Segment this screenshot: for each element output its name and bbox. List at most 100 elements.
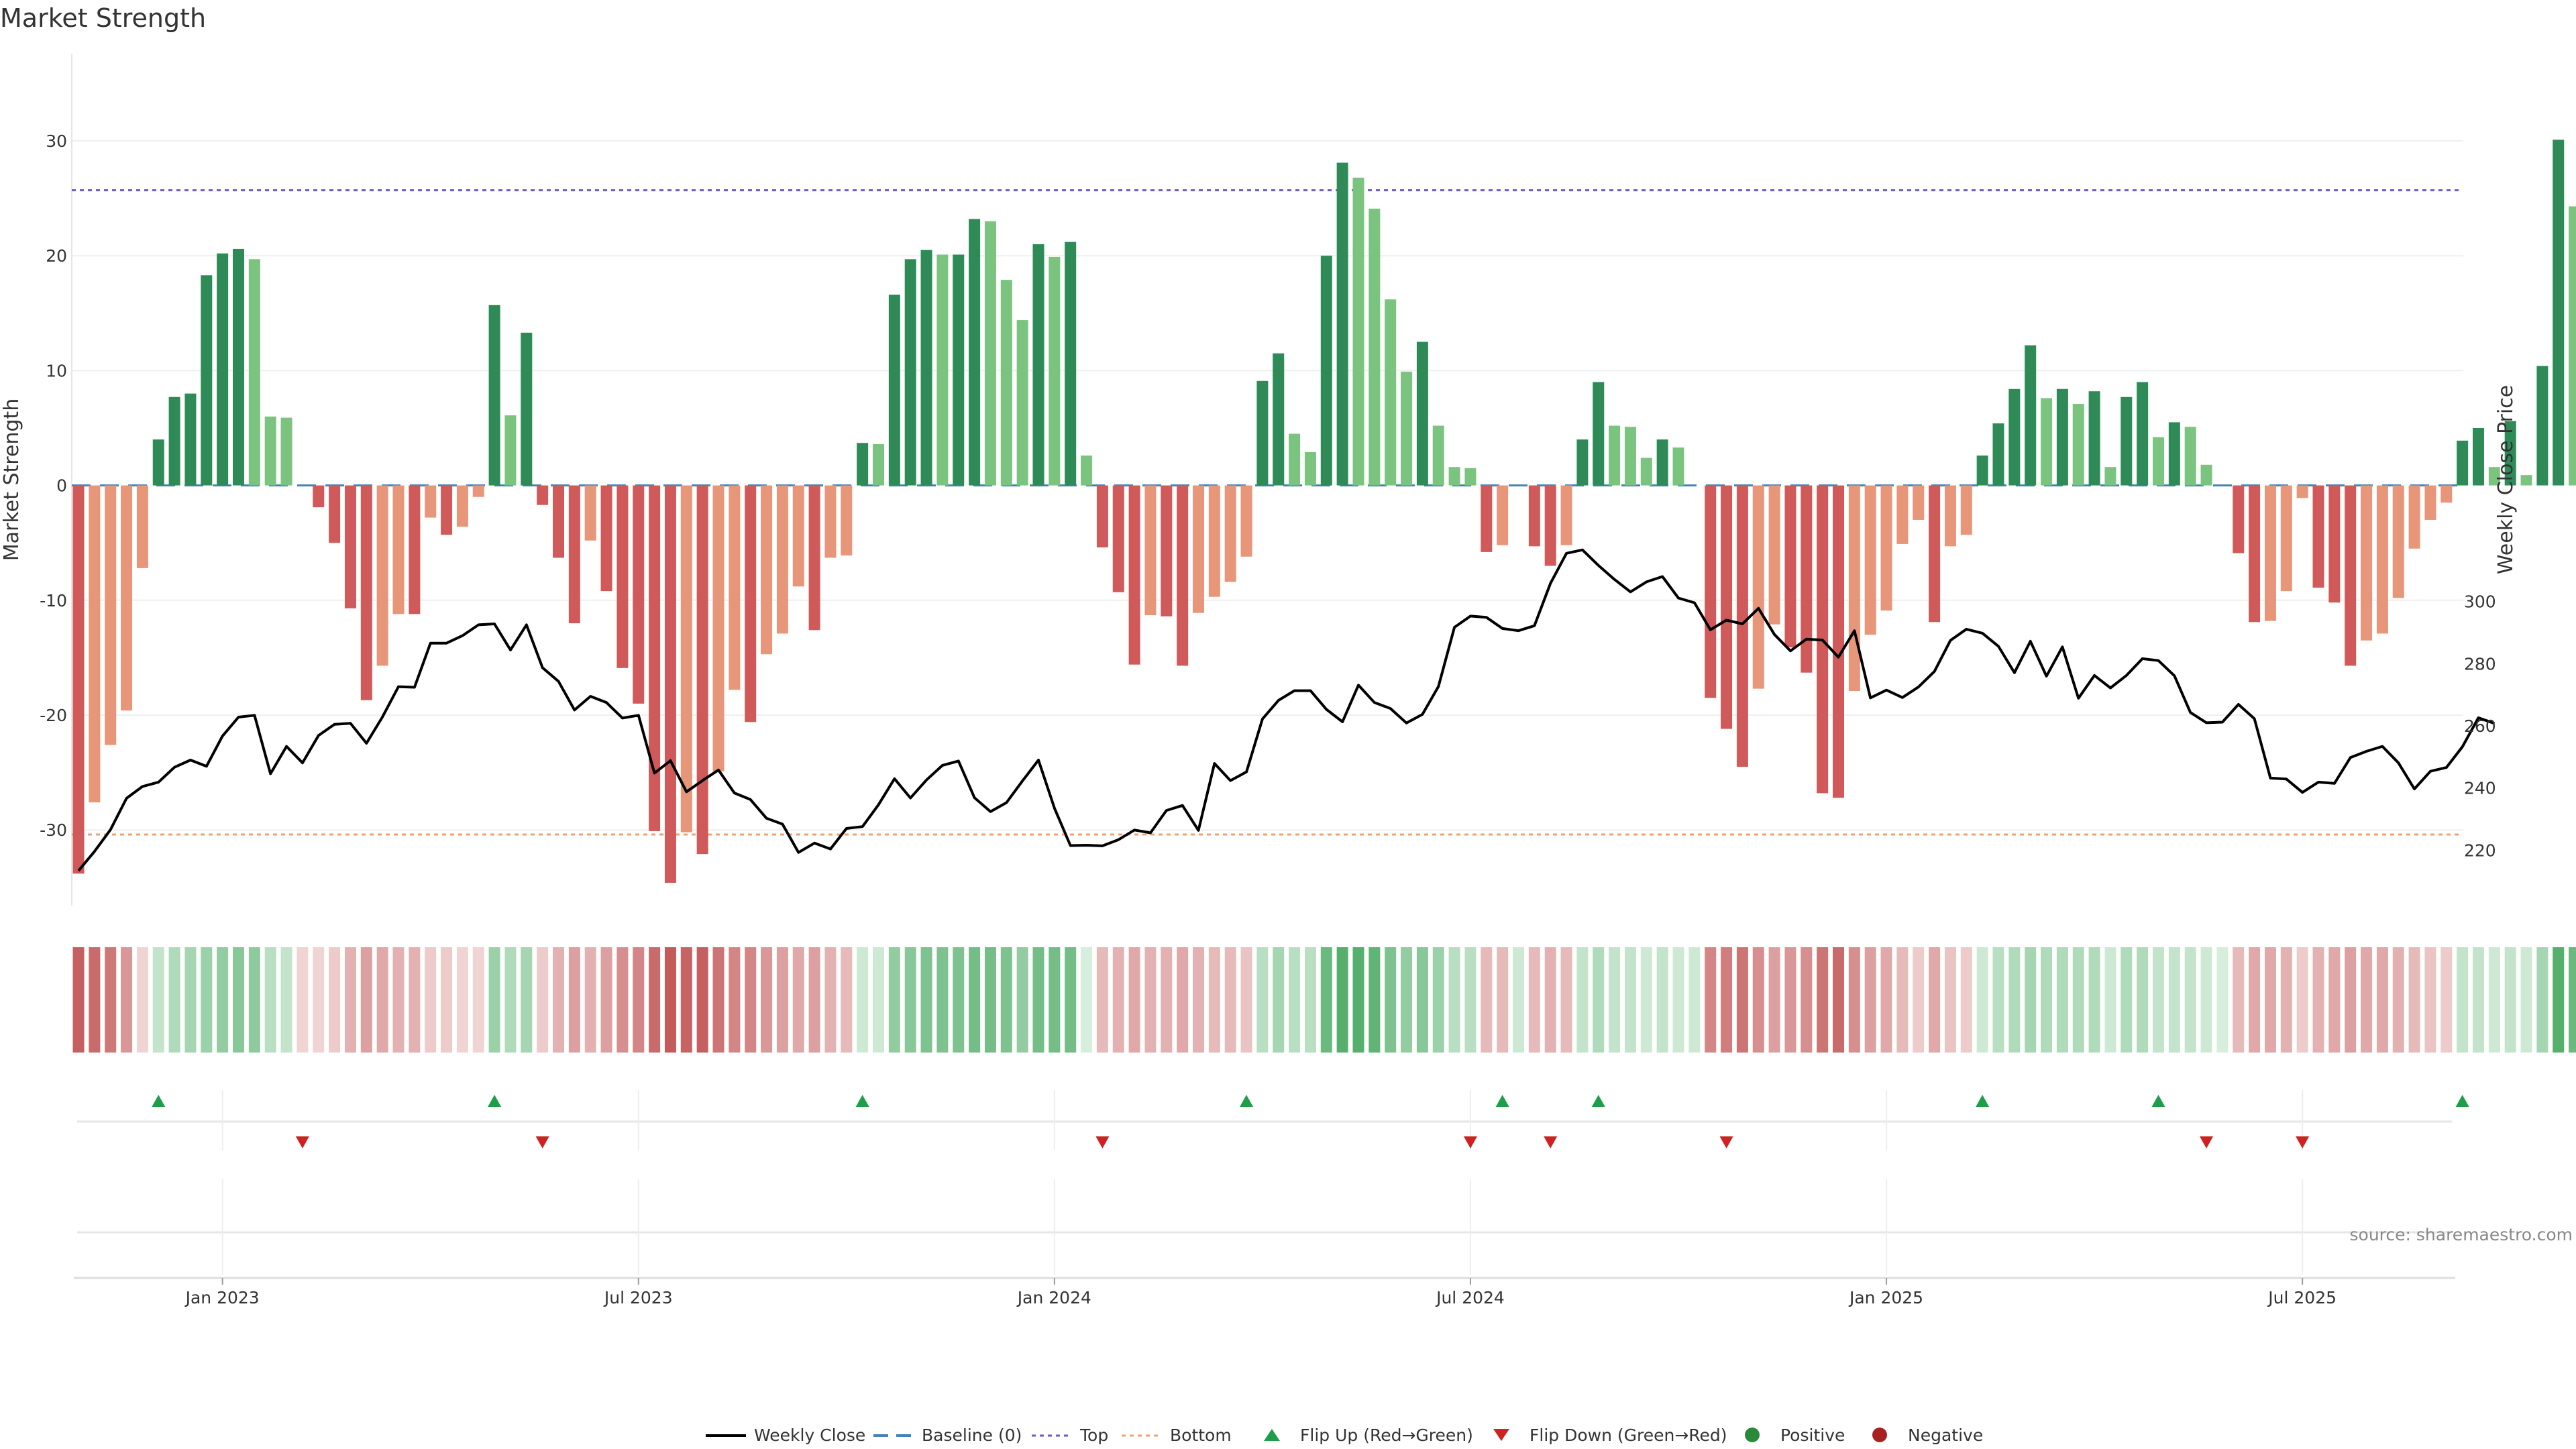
heat-cell <box>1672 947 1684 1053</box>
strength-bar <box>1848 485 1860 692</box>
strength-bars <box>72 140 2576 883</box>
strength-bar <box>344 485 356 608</box>
strength-bar <box>1289 433 1301 486</box>
legend-swatch <box>1872 1428 1887 1442</box>
heat-cell <box>1177 947 1189 1053</box>
strength-bar <box>888 294 900 486</box>
legend-item-baseline: Baseline (0) <box>873 1426 1022 1445</box>
flip-down-marker <box>295 1136 309 1148</box>
heat-cell <box>344 947 356 1053</box>
legend-item-flip-up: Flip Up (Red→Green) <box>1264 1426 1473 1445</box>
strength-bar <box>1960 485 1972 535</box>
strength-bar <box>2408 485 2420 549</box>
strength-bar <box>1672 447 1684 486</box>
right-tick-label: 300 <box>2464 592 2496 612</box>
strength-bar <box>1049 256 1061 486</box>
heat-cell <box>2440 947 2453 1053</box>
flip-up-marker <box>152 1095 166 1107</box>
heat-cell <box>2249 947 2261 1053</box>
strength-bar <box>1609 425 1621 486</box>
strength-bar <box>1481 485 1493 552</box>
strength-bar <box>696 485 708 855</box>
strength-bar <box>2008 388 2021 486</box>
heat-cell <box>360 947 372 1053</box>
strength-bar <box>2184 427 2196 486</box>
strength-bar <box>1768 485 1780 625</box>
strength-bar <box>745 485 757 722</box>
strength-bar <box>1593 382 1605 486</box>
heat-cell <box>1992 947 2004 1053</box>
heat-cell <box>1544 947 1556 1053</box>
strength-bar <box>2264 485 2276 621</box>
heat-cell <box>1801 947 1813 1053</box>
legend-label: Positive <box>1780 1426 1845 1445</box>
flip-up-marker <box>1976 1095 1990 1107</box>
heat-cell <box>649 947 661 1053</box>
strength-bar <box>2104 467 2116 486</box>
strength-bar <box>2520 475 2532 486</box>
heat-cell <box>1752 947 1764 1053</box>
left-tick-label: 0 <box>56 476 67 496</box>
strength-bar <box>1721 485 1733 729</box>
heat-cell <box>953 947 965 1053</box>
strength-bar <box>89 485 101 803</box>
legend-item-top: Top <box>1032 1426 1108 1445</box>
heat-cell <box>1768 947 1780 1053</box>
strength-bar <box>873 443 884 486</box>
heat-cell <box>2473 947 2484 1053</box>
heat-cell <box>2536 947 2548 1053</box>
strength-bar <box>1976 455 1988 486</box>
legend-label: Flip Down (Green→Red) <box>1529 1426 1727 1445</box>
time-tick-label: Jul 2025 <box>2267 1288 2337 1307</box>
heat-cell <box>1336 947 1348 1053</box>
heat-cell <box>1432 947 1444 1053</box>
heat-cell <box>2361 947 2373 1053</box>
strength-bar <box>1128 485 1140 665</box>
heat-cell <box>680 947 692 1053</box>
strength-bar <box>1736 485 1748 767</box>
strength-bar <box>1880 485 1892 611</box>
strength-bar <box>776 485 788 634</box>
strength-bar <box>729 485 741 690</box>
heat-cell <box>2457 947 2469 1053</box>
heat-cell <box>121 947 133 1053</box>
legend-label: Weekly Close <box>754 1426 865 1445</box>
heat-cell <box>2312 947 2324 1053</box>
strength-bar <box>649 485 661 831</box>
strength-bar <box>1032 244 1044 486</box>
right-tick-label: 220 <box>2464 841 2496 860</box>
heat-cell <box>264 947 276 1053</box>
strength-bar <box>152 439 164 486</box>
heat-cell <box>936 947 949 1053</box>
strength-bar <box>1177 485 1189 666</box>
heat-cell <box>1065 947 1077 1053</box>
strength-bar <box>584 485 596 541</box>
heat-cell <box>233 947 244 1053</box>
strength-bar <box>2361 485 2373 641</box>
heat-cell <box>984 947 996 1053</box>
weekly-close-line <box>77 548 2496 872</box>
time-tick-label: Jul 2024 <box>1435 1288 1505 1307</box>
left-tick-label: 30 <box>46 131 67 151</box>
heat-cell <box>2328 947 2341 1053</box>
heat-cell <box>1896 947 1909 1053</box>
strength-heat-strip <box>72 947 2576 1053</box>
strength-bar <box>105 485 117 745</box>
strength-bar <box>953 254 965 486</box>
left-axis-ticks: -30 -20 -10 0 10 20 30 <box>40 131 67 840</box>
flip-down-marker <box>1095 1136 1110 1148</box>
left-axis-label: Market Strength <box>0 398 23 561</box>
heat-cell <box>2137 947 2149 1053</box>
heat-cell <box>857 947 869 1053</box>
strength-bar <box>1256 380 1269 486</box>
strength-bar <box>969 219 981 486</box>
strength-bar <box>1336 162 1348 486</box>
strength-bar <box>808 485 820 631</box>
heat-cell <box>584 947 596 1053</box>
heat-cell <box>776 947 788 1053</box>
heat-cell <box>633 947 645 1053</box>
right-tick-label: 280 <box>2464 654 2496 674</box>
strength-bar <box>201 275 213 486</box>
strength-bar <box>72 485 85 874</box>
